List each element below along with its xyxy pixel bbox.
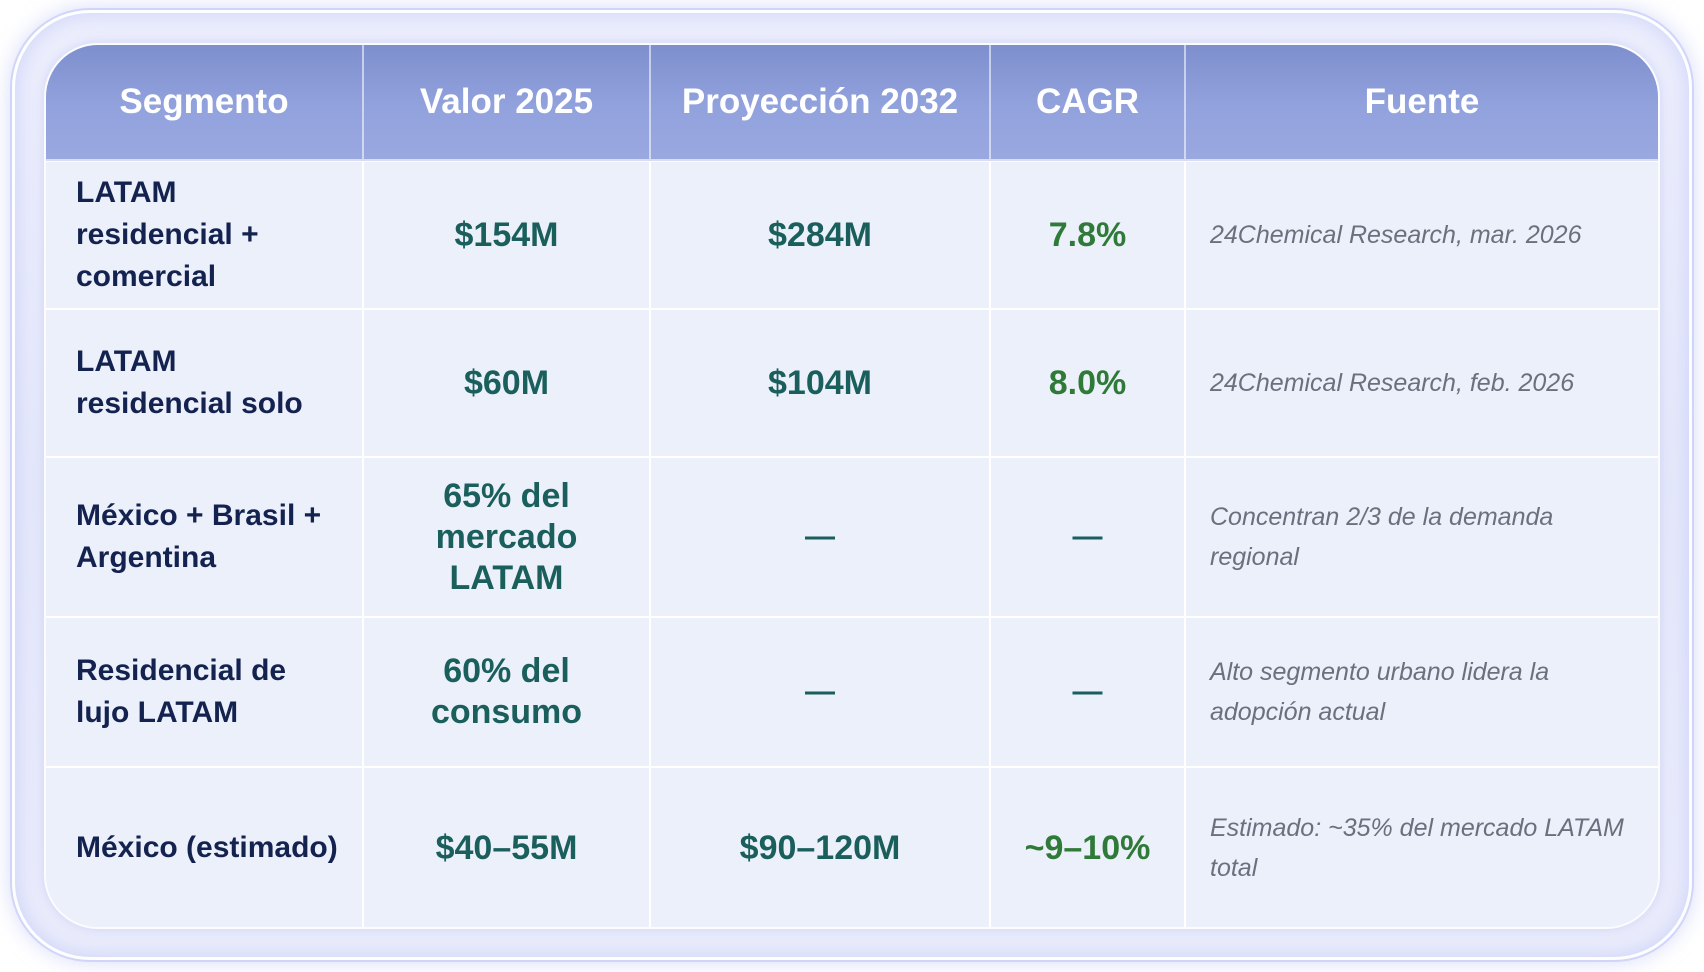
- market-table: Segmento Valor 2025 Proyección 2032 CAGR…: [46, 45, 1658, 927]
- table-row: México (estimado) $40–55M $90–120M ~9–10…: [46, 767, 1658, 927]
- cell-valor-2025: $154M: [363, 160, 651, 310]
- cell-valor-2025: $60M: [363, 309, 651, 458]
- cell-cagr: 8.0%: [990, 309, 1186, 458]
- table-row: Residencial de lujo LATAM 60% del consum…: [46, 617, 1658, 768]
- cell-fuente: Estimado: ~35% del mercado LATAM total: [1185, 767, 1658, 927]
- cell-fuente: 24Chemical Research, mar. 2026: [1185, 160, 1658, 310]
- header-cagr: CAGR: [990, 45, 1186, 162]
- cell-proyeccion-2032: $104M: [650, 309, 991, 458]
- table-header: Segmento Valor 2025 Proyección 2032 CAGR…: [46, 45, 1658, 162]
- cell-cagr: 7.8%: [990, 160, 1186, 310]
- cell-segmento: LATAM residencial + comercial: [46, 160, 364, 310]
- cell-proyeccion-2032: —: [650, 457, 991, 618]
- cell-valor-2025: $40–55M: [363, 767, 651, 927]
- cell-fuente: Alto segmento urbano lidera la adopción …: [1185, 617, 1658, 768]
- cell-segmento: México (estimado): [46, 767, 364, 927]
- cell-proyeccion-2032: —: [650, 617, 991, 768]
- header-segmento: Segmento: [46, 45, 364, 162]
- cell-segmento: LATAM residencial solo: [46, 309, 364, 458]
- cell-valor-2025: 65% del mercado LATAM: [363, 457, 651, 618]
- cell-valor-2025: 60% del consumo: [363, 617, 651, 768]
- table-row: LATAM residencial solo $60M $104M 8.0% 2…: [46, 309, 1658, 458]
- cell-fuente: 24Chemical Research, feb. 2026: [1185, 309, 1658, 458]
- table-row: México + Brasil + Argentina 65% del merc…: [46, 457, 1658, 618]
- header-row: Segmento Valor 2025 Proyección 2032 CAGR…: [46, 45, 1658, 162]
- cell-segmento: Residencial de lujo LATAM: [46, 617, 364, 768]
- cell-proyeccion-2032: $284M: [650, 160, 991, 310]
- table-row: LATAM residencial + comercial $154M $284…: [46, 160, 1658, 310]
- cell-cagr: —: [990, 617, 1186, 768]
- cell-cagr: —: [990, 457, 1186, 618]
- cell-cagr: ~9–10%: [990, 767, 1186, 927]
- market-table-card: Segmento Valor 2025 Proyección 2032 CAGR…: [46, 45, 1658, 927]
- header-valor-2025: Valor 2025: [363, 45, 651, 162]
- cell-fuente: Concentran 2/3 de la demanda regional: [1185, 457, 1658, 618]
- header-fuente: Fuente: [1185, 45, 1658, 162]
- table-body: LATAM residencial + comercial $154M $284…: [46, 160, 1658, 927]
- cell-proyeccion-2032: $90–120M: [650, 767, 991, 927]
- cell-segmento: México + Brasil + Argentina: [46, 457, 364, 618]
- header-proyeccion-2032: Proyección 2032: [650, 45, 991, 162]
